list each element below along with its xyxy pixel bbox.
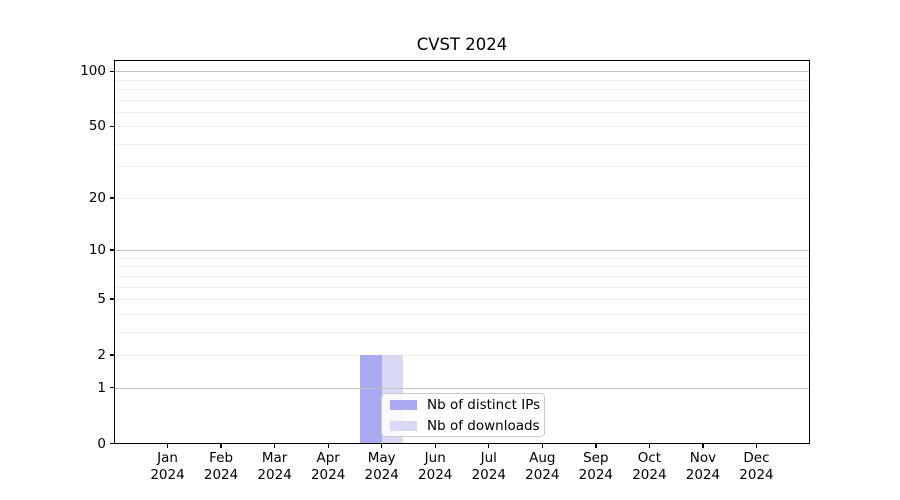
x-tick <box>220 443 222 448</box>
y-gridline-minor <box>114 331 810 333</box>
x-tick-label: Sep 2024 <box>564 450 628 485</box>
x-tick <box>702 443 704 448</box>
legend-entry-distinct-ips: Nb of distinct IPs <box>390 397 540 413</box>
y-gridline-minor <box>114 275 810 277</box>
x-tick-label-year: 2024 <box>525 467 560 483</box>
x-tick-label-month: Feb <box>209 449 234 466</box>
x-tick-label: Dec 2024 <box>724 450 788 485</box>
legend-entry-downloads: Nb of downloads <box>390 418 540 434</box>
x-tick-label: Jan 2024 <box>136 450 200 485</box>
legend-label: Nb of distinct IPs <box>427 396 541 413</box>
x-tick <box>648 443 651 448</box>
x-tick-label-year: 2024 <box>364 467 399 483</box>
x-tick-label-month: Mar <box>261 449 288 466</box>
x-tick-label-month: Apr <box>316 449 340 466</box>
x-tick-label-month: Sep <box>583 449 609 466</box>
y-gridline-minor <box>114 126 810 128</box>
x-tick-label: Apr 2024 <box>296 450 360 485</box>
y-tick <box>109 298 114 300</box>
y-gridline-minor <box>114 166 810 168</box>
x-tick-label-month: May <box>367 449 396 466</box>
x-tick <box>327 443 329 448</box>
y-gridline-minor <box>114 79 810 81</box>
legend-label: Nb of downloads <box>427 417 540 434</box>
x-tick <box>755 443 758 448</box>
y-gridline-minor <box>114 286 810 288</box>
y-tick-label: 50 <box>88 118 106 135</box>
y-tick <box>109 197 114 199</box>
x-tick <box>541 443 543 448</box>
y-gridline-major <box>114 250 810 252</box>
y-tick-label: 0 <box>97 435 106 452</box>
y-gridline-minor <box>114 111 810 113</box>
x-tick <box>595 443 597 448</box>
y-gridline-minor <box>114 298 810 300</box>
y-gridline-minor <box>114 257 810 259</box>
x-tick-label-month: Oct <box>637 449 662 466</box>
y-tick-label: 100 <box>80 63 106 80</box>
x-tick-label-year: 2024 <box>685 467 721 483</box>
x-tick-label-year: 2024 <box>418 467 453 483</box>
x-tick <box>166 443 169 448</box>
x-tick <box>488 443 490 448</box>
y-gridline-major <box>114 387 810 389</box>
y-tick-label: 1 <box>97 379 106 396</box>
x-tick-label-year: 2024 <box>632 467 667 483</box>
legend-swatch-distinct-ips <box>390 399 417 410</box>
x-tick-label: Aug 2024 <box>510 450 574 485</box>
x-tick-label: Mar 2024 <box>243 450 307 485</box>
y-gridline-minor <box>114 313 810 315</box>
x-tick <box>274 443 276 448</box>
y-tick <box>109 249 114 251</box>
x-tick-label: Oct 2024 <box>617 450 681 485</box>
y-tick-label: 2 <box>97 346 106 363</box>
axes-spines <box>114 60 810 444</box>
y-gridline-minor <box>114 266 810 268</box>
x-tick-label-month: Dec <box>743 449 770 466</box>
plot-area <box>114 60 810 444</box>
legend-swatch-downloads <box>390 420 417 431</box>
x-tick-label-year: 2024 <box>203 467 239 483</box>
y-gridline-minor <box>114 143 810 145</box>
y-gridline-minor <box>114 99 810 101</box>
x-tick-label-month: Jan <box>157 449 178 466</box>
x-tick-label: Jun 2024 <box>403 450 467 485</box>
y-gridline-minor <box>114 88 810 90</box>
x-tick-label-month: Jul <box>480 449 497 466</box>
x-tick <box>434 443 436 448</box>
x-tick-label: Nov 2024 <box>671 450 735 485</box>
x-tick-label-month: Jun <box>424 449 446 466</box>
y-tick <box>109 70 114 72</box>
x-tick-label-year: 2024 <box>150 467 185 483</box>
y-gridline-minor <box>114 197 810 199</box>
y-tick-label: 20 <box>88 189 106 206</box>
x-tick-label-month: Aug <box>529 449 556 466</box>
x-tick-label: Jul 2024 <box>457 450 521 485</box>
y-tick <box>109 354 114 356</box>
y-tick-label: 5 <box>97 290 106 307</box>
x-tick-label-month: Nov <box>689 449 717 466</box>
x-tick-label-year: 2024 <box>257 467 292 483</box>
x-tick-label-year: 2024 <box>310 467 346 483</box>
y-tick-label: 10 <box>88 242 106 259</box>
legend: Nb of distinct IPs Nb of downloads <box>381 393 545 437</box>
y-tick <box>109 125 114 127</box>
x-tick-label: Feb 2024 <box>189 450 253 485</box>
x-tick-label-year: 2024 <box>471 467 506 483</box>
x-tick-label: May 2024 <box>350 450 414 485</box>
x-tick <box>381 443 383 448</box>
bar-distinct-ips <box>360 354 382 444</box>
chart-title: CVST 2024 <box>416 35 508 54</box>
x-tick-label-year: 2024 <box>578 467 614 483</box>
y-gridline-major <box>114 71 810 73</box>
y-tick <box>109 442 114 445</box>
x-tick-label-year: 2024 <box>739 467 774 483</box>
y-gridline-minor <box>114 354 810 356</box>
y-tick <box>109 386 114 389</box>
